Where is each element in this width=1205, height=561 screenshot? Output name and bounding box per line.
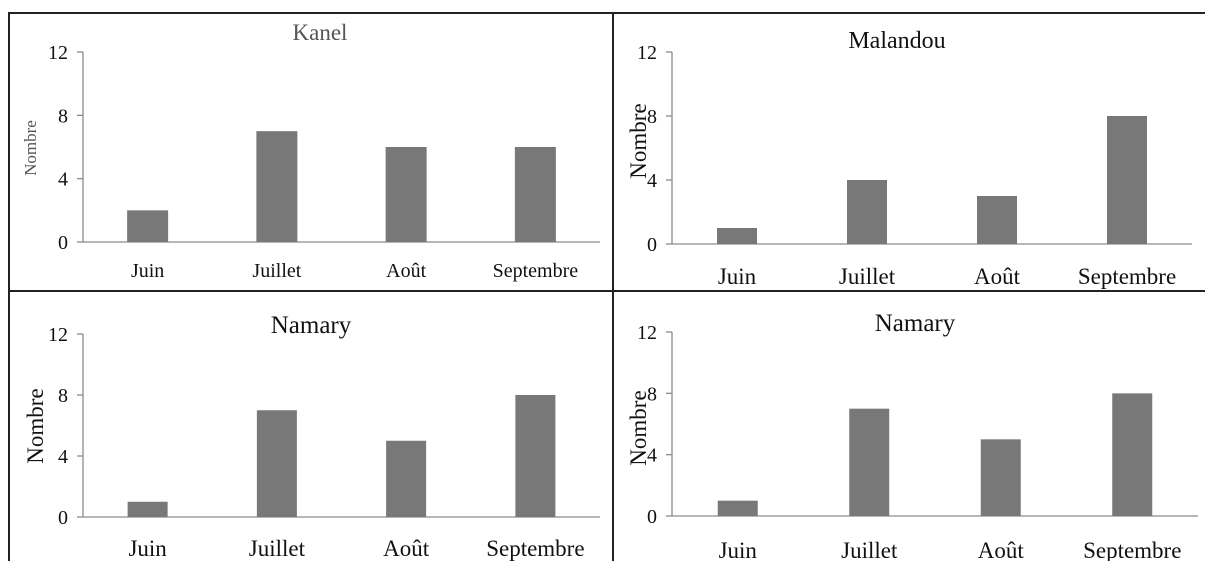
- chart-panel-bottom-right: 0 4 8 12 Juin Juillet Août Septembre Namary Nombr…: [614, 292, 1205, 561]
- bar-juin: [127, 210, 169, 242]
- bar-aot: [386, 440, 427, 517]
- x-category-label: Septembre: [486, 536, 584, 561]
- y-tick-label: 8: [647, 106, 657, 128]
- bar-chart-svg: 0 4 8 12 Juin Juillet Août Septembre Namary Nombr…: [626, 310, 1198, 561]
- bar-septembre: [1112, 393, 1153, 516]
- bar-juillet: [847, 180, 887, 244]
- x-category-label: Juin: [131, 260, 164, 282]
- x-category-label: Juillet: [841, 538, 898, 561]
- y-tick-label: 4: [647, 445, 657, 467]
- x-category-label: Septembre: [1078, 264, 1176, 289]
- bar-aot: [385, 147, 427, 242]
- bar-aot: [977, 196, 1017, 244]
- y-tick-label: 0: [58, 232, 68, 254]
- x-category-label: Septembre: [493, 260, 579, 282]
- bar-septembre: [1107, 116, 1147, 244]
- y-tick-label: 12: [48, 324, 68, 346]
- bar-aot: [980, 439, 1021, 516]
- y-tick-label: 12: [637, 42, 657, 64]
- y-tick-label: 12: [637, 322, 657, 344]
- x-category-label: Juillet: [252, 260, 301, 282]
- y-tick-label: 8: [58, 385, 68, 407]
- chart-panel-top-left: 0 4 8 12 Juin Juillet Août Septembre Kanel Nombre: [10, 14, 612, 290]
- x-category-label: Juillet: [249, 536, 306, 561]
- chart-title: Namary: [271, 312, 352, 339]
- chart-panel-top-right: 0 4 8 12 Juin Juillet Août Septembre Malandou Nom…: [614, 14, 1205, 290]
- x-category-label: Août: [978, 538, 1025, 561]
- x-category-label: Septembre: [1083, 538, 1181, 561]
- y-tick-label: 8: [58, 105, 68, 127]
- y-tick-label: 4: [647, 170, 657, 192]
- y-axis-label: Nombre: [626, 390, 651, 465]
- y-axis-label: Nombre: [21, 120, 40, 176]
- bar-juin: [717, 500, 758, 516]
- y-tick-label: 0: [647, 234, 657, 256]
- y-tick-label: 0: [58, 507, 68, 529]
- chart-panel-bottom-left: 0 4 8 12 Juin Juillet Août Septembre Namary Nombr…: [10, 292, 612, 561]
- bar-chart-svg: 0 4 8 12 Juin Juillet Août Septembre Kanel Nombre: [21, 20, 600, 282]
- x-category-label: Juin: [719, 538, 758, 561]
- chart-title: Malandou: [848, 28, 945, 54]
- x-category-label: Août: [386, 260, 426, 282]
- bar-juillet: [256, 131, 298, 242]
- bar-septembre: [515, 395, 556, 517]
- bar-juin: [127, 501, 168, 517]
- bar-juin: [717, 228, 757, 244]
- x-category-label: Juin: [128, 536, 167, 561]
- bar-juillet: [256, 410, 297, 517]
- y-tick-label: 4: [58, 169, 68, 191]
- y-tick-label: 4: [58, 446, 68, 468]
- bar-juillet: [849, 408, 890, 516]
- bar-chart-svg: 0 4 8 12 Juin Juillet Août Septembre Malandou Nom…: [626, 28, 1192, 289]
- chart-title: Kanel: [293, 20, 348, 45]
- bar-chart-svg: 0 4 8 12 Juin Juillet Août Septembre Namary Nombr…: [23, 312, 600, 561]
- x-category-label: Juillet: [839, 264, 896, 289]
- bar-septembre: [514, 147, 556, 242]
- x-category-label: Août: [383, 536, 430, 561]
- y-axis-label: Nombre: [23, 388, 48, 463]
- y-tick-label: 8: [647, 383, 657, 405]
- chart-title: Namary: [875, 310, 956, 337]
- y-axis-label: Nombre: [626, 103, 651, 178]
- y-tick-label: 0: [647, 506, 657, 528]
- x-category-label: Juin: [718, 264, 757, 289]
- x-category-label: Août: [974, 264, 1021, 289]
- y-tick-label: 12: [48, 42, 68, 64]
